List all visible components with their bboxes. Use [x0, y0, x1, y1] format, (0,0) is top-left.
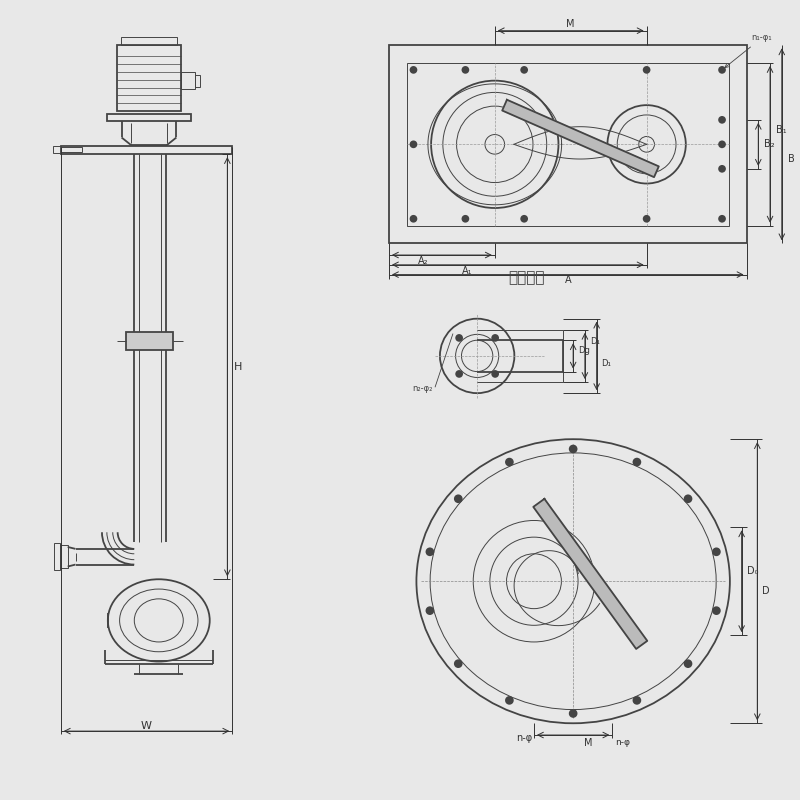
Circle shape: [456, 335, 462, 341]
Text: M: M: [566, 19, 575, 29]
Text: A₂: A₂: [418, 256, 429, 266]
Circle shape: [522, 216, 527, 222]
Bar: [60, 545, 68, 569]
Bar: [126, 333, 174, 350]
Circle shape: [719, 216, 725, 222]
Circle shape: [719, 142, 725, 147]
Circle shape: [455, 495, 462, 502]
Polygon shape: [502, 100, 658, 177]
Text: M: M: [583, 738, 592, 748]
Circle shape: [410, 216, 417, 222]
Circle shape: [719, 67, 725, 73]
Circle shape: [462, 216, 468, 222]
Circle shape: [492, 371, 498, 377]
Bar: [182, 72, 195, 90]
Circle shape: [634, 697, 640, 704]
Bar: [53, 146, 61, 153]
Circle shape: [713, 548, 720, 555]
Circle shape: [685, 660, 691, 667]
Circle shape: [719, 117, 725, 122]
Text: D₁: D₁: [590, 337, 600, 346]
Bar: [121, 37, 178, 46]
Circle shape: [685, 495, 691, 502]
Circle shape: [462, 67, 468, 73]
Bar: [107, 114, 191, 121]
Bar: [406, 63, 729, 226]
Circle shape: [426, 607, 434, 614]
Text: W: W: [141, 722, 152, 731]
Circle shape: [410, 142, 417, 147]
Polygon shape: [534, 499, 647, 649]
Circle shape: [522, 67, 527, 73]
Text: H: H: [234, 362, 242, 372]
Text: n₂-φ₂: n₂-φ₂: [413, 384, 433, 393]
Bar: [389, 46, 746, 243]
Text: B₂: B₂: [764, 139, 774, 150]
Circle shape: [570, 710, 577, 717]
Circle shape: [644, 67, 650, 73]
Text: D: D: [762, 586, 770, 596]
Circle shape: [410, 67, 417, 73]
Bar: [61, 146, 232, 154]
Bar: [117, 46, 182, 111]
Circle shape: [570, 446, 577, 453]
Text: n-φ: n-φ: [614, 738, 630, 747]
Text: D₀: D₀: [746, 566, 758, 577]
Text: n-φ: n-φ: [516, 733, 532, 743]
Circle shape: [506, 458, 513, 466]
Text: 出口法兰: 出口法兰: [508, 270, 544, 285]
Text: Dg: Dg: [578, 346, 590, 354]
Bar: [61, 147, 82, 152]
Circle shape: [506, 697, 513, 704]
Bar: [54, 543, 60, 570]
Text: A: A: [565, 275, 571, 286]
Text: A₁: A₁: [462, 266, 473, 276]
Circle shape: [634, 458, 640, 466]
Circle shape: [719, 166, 725, 172]
Circle shape: [492, 335, 498, 341]
Text: D₁: D₁: [602, 359, 611, 368]
Text: n₁-φ₁: n₁-φ₁: [725, 34, 772, 67]
Text: B₁: B₁: [776, 125, 786, 134]
Circle shape: [644, 216, 650, 222]
Circle shape: [455, 660, 462, 667]
Text: B: B: [788, 154, 794, 164]
Circle shape: [426, 548, 434, 555]
Circle shape: [456, 371, 462, 377]
Circle shape: [713, 607, 720, 614]
Bar: [195, 74, 200, 86]
